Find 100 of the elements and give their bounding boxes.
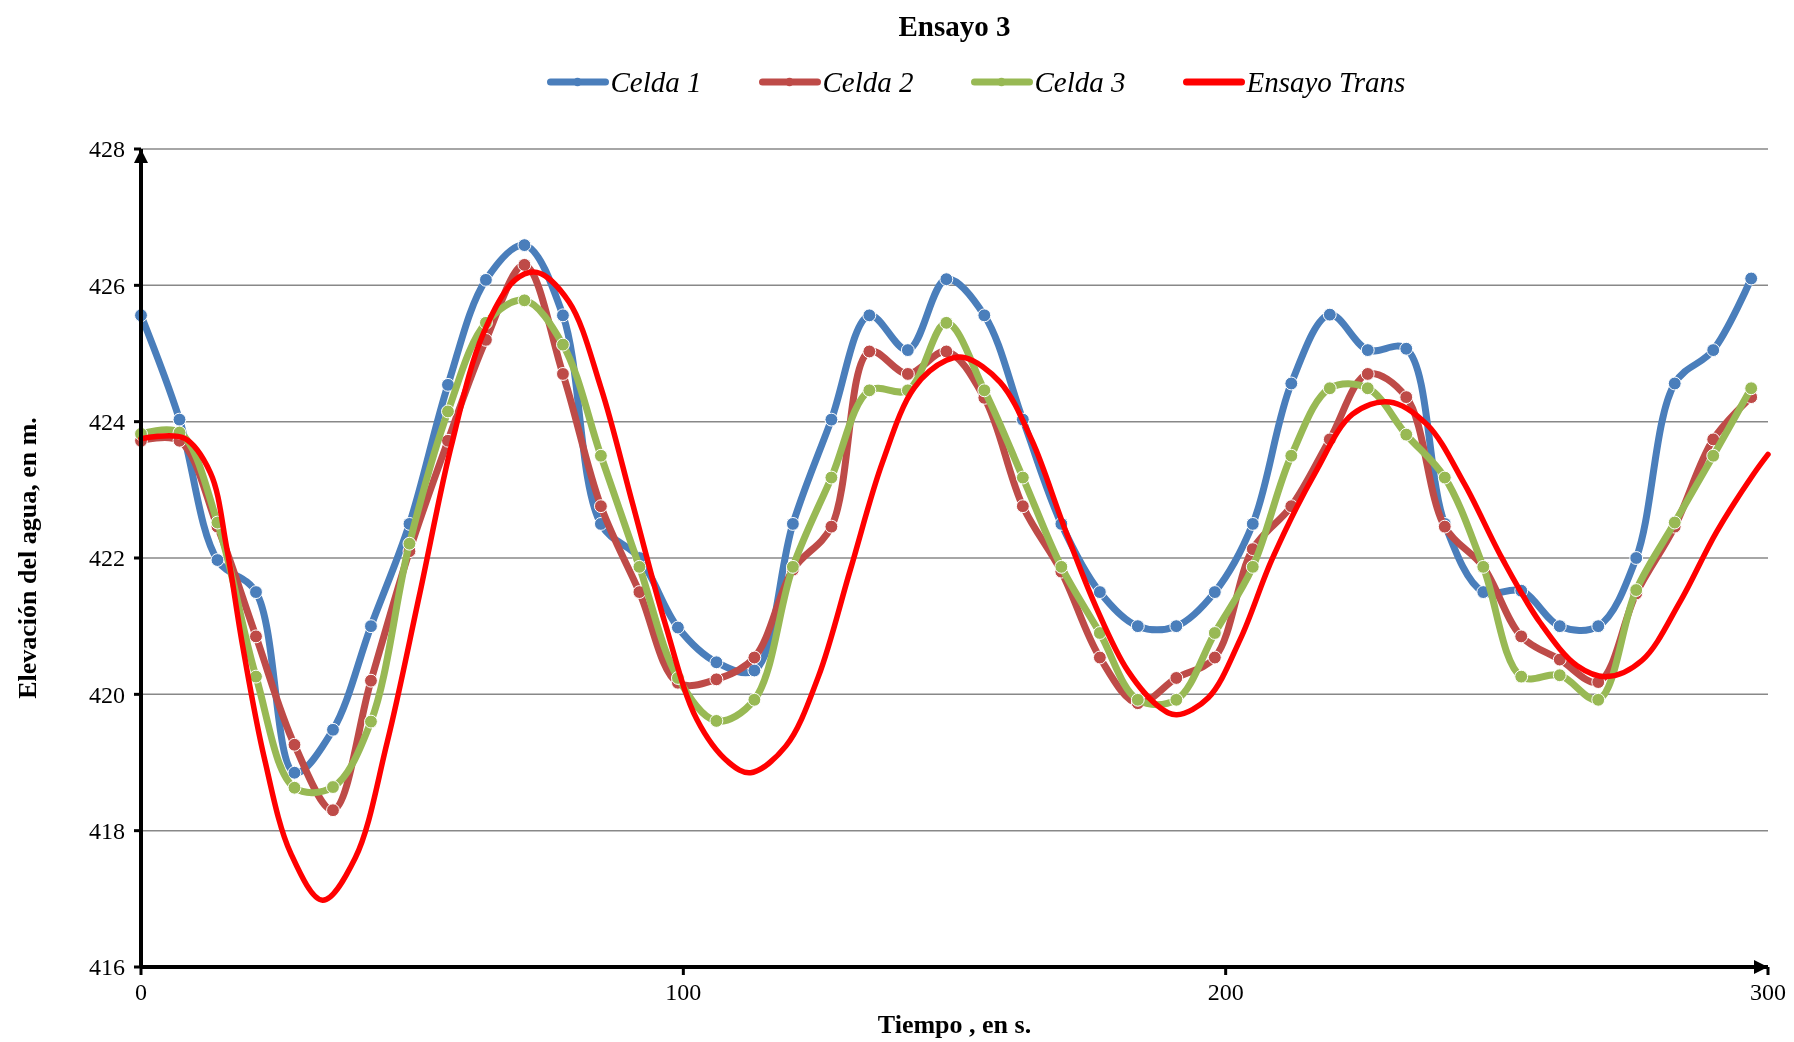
y-tick-label: 426 — [89, 272, 125, 299]
point — [862, 383, 877, 398]
point — [287, 737, 302, 752]
point — [862, 344, 877, 359]
point — [1360, 381, 1375, 396]
y-axis-title: Elevación del agua, en m. — [13, 417, 42, 699]
point — [939, 272, 954, 287]
point — [1130, 692, 1145, 707]
point — [172, 412, 187, 427]
point — [556, 367, 570, 381]
y-tick-label: 416 — [89, 954, 125, 981]
point — [1744, 381, 1759, 396]
point — [977, 308, 992, 323]
point — [1130, 619, 1145, 634]
point — [326, 722, 340, 737]
legend-label: Ensayo Trans — [1245, 66, 1406, 99]
point — [709, 714, 724, 728]
point — [593, 499, 608, 514]
point — [939, 344, 954, 359]
point — [441, 404, 455, 419]
point — [210, 553, 225, 567]
point — [1552, 619, 1567, 634]
x-tick-label: 0 — [135, 979, 147, 1005]
point — [900, 367, 915, 381]
point — [478, 272, 493, 287]
point — [1706, 448, 1721, 463]
point — [1437, 470, 1452, 485]
point — [1706, 343, 1721, 358]
point — [862, 308, 877, 323]
point — [632, 559, 647, 574]
y-tick-label: 422 — [89, 545, 125, 572]
point — [1092, 626, 1107, 640]
point — [1552, 668, 1567, 683]
point — [1514, 669, 1529, 684]
point — [1207, 626, 1222, 640]
point — [747, 663, 762, 678]
point — [1667, 376, 1682, 391]
point — [1092, 650, 1107, 665]
point — [1015, 470, 1030, 485]
point — [364, 673, 378, 688]
point — [1591, 619, 1606, 634]
point — [402, 536, 417, 551]
point — [1169, 619, 1184, 634]
point — [517, 238, 532, 253]
x-tick-label: 300 — [1750, 979, 1786, 1005]
y-tick-label: 418 — [89, 818, 125, 845]
point — [1169, 671, 1184, 685]
point — [1284, 448, 1299, 463]
point — [1591, 692, 1606, 707]
point — [747, 692, 762, 707]
point — [709, 672, 724, 687]
point — [900, 343, 915, 358]
point — [670, 620, 685, 635]
point — [1245, 559, 1260, 574]
point — [249, 669, 263, 684]
point — [249, 629, 263, 644]
point — [517, 293, 532, 308]
point — [1054, 559, 1069, 574]
x-tick-label: 200 — [1207, 979, 1244, 1005]
point — [1629, 583, 1644, 597]
point — [977, 383, 992, 398]
point — [1322, 381, 1337, 396]
point — [824, 519, 839, 534]
point — [1015, 499, 1030, 514]
x-axis-title: Tiempo , en s. — [877, 1010, 1032, 1039]
point — [326, 803, 340, 818]
legend-label: Celda 1 — [610, 66, 702, 99]
point — [1744, 271, 1759, 286]
legend-label: Celda 2 — [822, 66, 914, 99]
point — [747, 650, 762, 665]
point — [326, 780, 340, 794]
point — [287, 780, 302, 795]
y-tick-label: 428 — [89, 136, 125, 163]
point — [364, 619, 378, 634]
point — [1169, 692, 1184, 707]
point — [517, 257, 532, 272]
point — [1360, 343, 1375, 358]
legend-label: Celda 3 — [1034, 66, 1126, 99]
point — [1399, 427, 1414, 442]
point — [1360, 367, 1375, 381]
point — [1322, 307, 1337, 322]
point — [249, 585, 263, 599]
point — [441, 377, 455, 392]
point — [1207, 650, 1222, 665]
point — [364, 714, 378, 729]
x-tick-label: 100 — [665, 979, 702, 1005]
y-tick-label: 420 — [89, 681, 125, 708]
point — [1207, 585, 1222, 599]
point — [1284, 376, 1299, 391]
chart-title: Ensayo 3 — [898, 10, 1011, 42]
point — [1245, 517, 1260, 531]
point — [287, 765, 302, 780]
y-tick-label: 424 — [89, 409, 125, 436]
point — [1514, 629, 1529, 644]
point — [939, 315, 954, 330]
point — [709, 655, 724, 670]
point — [1629, 551, 1644, 565]
point — [824, 470, 839, 485]
point — [556, 308, 570, 323]
point — [824, 412, 839, 427]
